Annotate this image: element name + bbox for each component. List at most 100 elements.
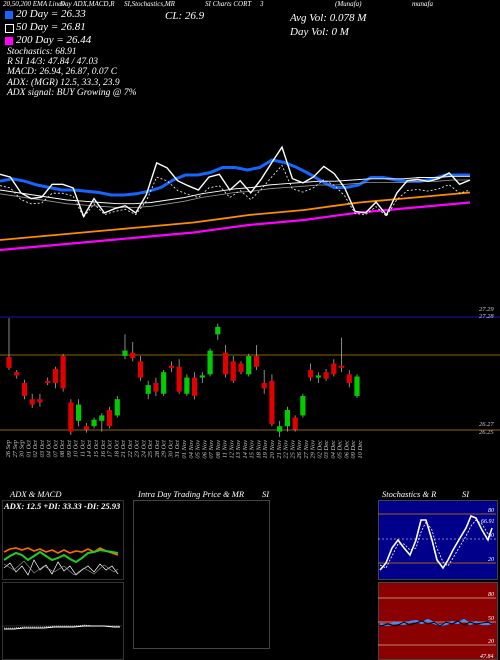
- candle: [168, 361, 174, 373]
- candle: [292, 415, 298, 432]
- legend-swatch-ema200: [5, 37, 13, 45]
- date-label: 07 Nov: [208, 440, 215, 459]
- candle-body: [122, 350, 128, 356]
- stoch-panel-title: Stochastics & R: [382, 489, 437, 499]
- legend-swatch-ema20: [5, 11, 13, 19]
- ema50-band-line: [0, 179, 470, 208]
- candle-body: [184, 377, 190, 394]
- candle: [215, 323, 221, 340]
- rsi-value: 47.84: [480, 654, 494, 660]
- date-label: 09 Dec: [350, 440, 357, 459]
- date-label: 04 Oct: [46, 440, 53, 458]
- date-label: 08 Oct: [59, 440, 66, 458]
- close-price-line: [0, 145, 471, 219]
- date-label: 28 Oct: [154, 440, 161, 458]
- ema-orange-line: [0, 191, 471, 241]
- date-label: 21 Nov: [276, 440, 283, 459]
- candle-body: [284, 409, 290, 427]
- candle-body: [6, 357, 12, 368]
- intraday-panel: [133, 500, 270, 649]
- date-label: 04 Nov: [188, 440, 195, 459]
- adx-panel-title: ADX & MACD: [10, 489, 62, 499]
- date-label: 27 Sep: [12, 439, 19, 457]
- date-label: 15 Nov: [249, 440, 256, 459]
- date-label: 29 Oct: [161, 440, 168, 458]
- stoch-tick-50: 50: [488, 533, 494, 539]
- candle: [338, 337, 345, 373]
- candle-body: [114, 399, 120, 416]
- candle-body: [331, 363, 337, 375]
- candle-body: [153, 382, 159, 392]
- candle-body: [261, 382, 267, 389]
- intra-panel-title: Intra Day Trading Price & MR: [138, 489, 245, 499]
- avg-volume: Avg Vol: 0.078 M: [290, 12, 367, 24]
- candle: [308, 363, 314, 381]
- rsi-reading: R SI 14/3: 47.84 / 47.03: [7, 57, 99, 67]
- candle-body: [29, 399, 35, 405]
- candle: [284, 406, 290, 432]
- candle-body: [176, 366, 182, 392]
- candle: [91, 417, 97, 429]
- day-volume: Day Vol: 0 M: [290, 26, 349, 38]
- candle-body: [192, 377, 198, 396]
- candle-body: [37, 399, 43, 403]
- candle: [199, 372, 205, 383]
- candle-body: [269, 380, 275, 425]
- candle-body: [199, 375, 205, 378]
- candle-body: [207, 350, 213, 375]
- price-label-bottom-a: 26.27: [479, 421, 494, 428]
- date-label: 24 Oct: [140, 440, 147, 458]
- candle-body: [354, 376, 360, 396]
- date-label: 19 Nov: [262, 440, 269, 459]
- candle: [137, 355, 144, 381]
- candle: [246, 353, 252, 377]
- candle: [106, 406, 113, 429]
- date-label: 05 Dec: [337, 440, 344, 459]
- candle-body: [292, 417, 298, 430]
- candle: [323, 368, 329, 381]
- price-label-top-b: 27.28: [479, 313, 494, 320]
- candle: [238, 361, 244, 375]
- adx-signal: ADX signal: BUY Growing @ 7%: [7, 88, 137, 98]
- candle: [99, 413, 105, 432]
- date-label: 30 Oct: [167, 440, 174, 459]
- date-label: 14 Nov: [242, 440, 249, 459]
- close-price-label: CL: 26.9: [165, 10, 205, 22]
- stoch-panel-title-si: SI: [462, 489, 470, 499]
- rsi-tick-80: 80: [488, 592, 494, 598]
- candle: [153, 377, 159, 396]
- candle-body: [161, 372, 167, 394]
- date-label: 14 Oct: [86, 440, 93, 458]
- date-label: 16 Oct: [100, 440, 107, 458]
- date-label: 17 Oct: [107, 440, 114, 458]
- candle: [21, 379, 28, 400]
- candle-body: [137, 361, 144, 378]
- candle: [261, 370, 267, 394]
- candle: [37, 393, 43, 407]
- candle: [176, 359, 182, 394]
- header-item: Day ADX,MACD,R: [60, 0, 115, 8]
- date-label: 03 Dec: [323, 440, 330, 459]
- date-label: 31 Oct: [174, 440, 181, 459]
- candle: [83, 422, 89, 433]
- date-label: 25 Nov: [289, 440, 296, 459]
- candle-body: [230, 361, 236, 381]
- candle-body: [238, 363, 244, 373]
- candle-body: [21, 382, 28, 396]
- stoch-tick-80: 80: [488, 508, 494, 514]
- candle: [331, 359, 337, 377]
- date-label: 21 Oct: [120, 440, 127, 458]
- candle: [68, 399, 74, 435]
- rsi-panel: [378, 582, 498, 660]
- date-label: 15 Oct: [93, 440, 100, 458]
- candle: [29, 393, 35, 408]
- candle: [14, 370, 20, 379]
- candle: [122, 334, 128, 360]
- date-label: 18 Nov: [255, 440, 262, 459]
- date-label: 03 Oct: [39, 440, 46, 458]
- candle-body: [83, 426, 89, 430]
- header-item: SI,Stochastics,MR: [124, 0, 175, 8]
- date-label: 13 Nov: [235, 440, 242, 459]
- candle-body: [99, 415, 105, 421]
- date-label: 01 Nov: [181, 440, 188, 459]
